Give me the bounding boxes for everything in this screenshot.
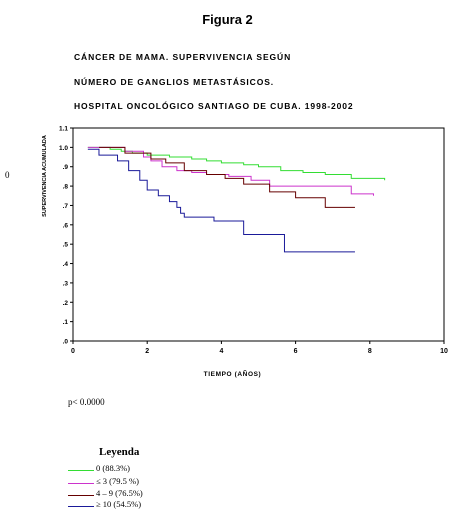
y-tick-label: .7 <box>63 203 69 210</box>
legend-label: ≤ 3 (79.5 %) <box>96 476 139 486</box>
legend-label: 0 (88.3%) <box>96 463 130 473</box>
legend-swatch <box>68 506 94 507</box>
legend-swatch <box>68 495 94 496</box>
y-tick-label: .2 <box>63 300 69 307</box>
legend-swatch <box>68 483 94 484</box>
survival-curve-series <box>87 148 355 253</box>
p-value: p< 0.0000 <box>68 397 105 407</box>
x-tick-label: 2 <box>145 348 149 355</box>
legend-label: ≥ 10 (54.5%) <box>96 499 142 509</box>
x-tick-label: 6 <box>294 348 298 355</box>
y-tick-label: .3 <box>63 280 69 287</box>
legend-title: Leyenda <box>99 446 140 458</box>
x-tick-label: 8 <box>368 348 372 355</box>
plot-frame <box>72 127 445 342</box>
figure-label: Figura 2 <box>202 12 253 27</box>
chart-title-line-3: HOSPITAL ONCOLÓGICO SANTIAGO DE CUBA. 19… <box>74 101 354 111</box>
y-tick-label: .0 <box>63 339 69 346</box>
y-tick-label: .6 <box>63 222 69 229</box>
chart-title-line-1: CÁNCER DE MAMA. SUPERVIVENCIA SEGÚN <box>74 52 292 62</box>
survival-chart: .0 .1 .2 .3 .4 .5 .6 .7 .8 .9 1.0 1.1 0 2 4 6 8 10 TIEMPO … <box>42 126 448 379</box>
legend-label: 4 – 9 (76.5%) <box>96 488 143 498</box>
x-tick-label: 0 <box>71 348 75 355</box>
y-axis-label: SUPERVIVENCIA ACUMULADA <box>42 135 48 217</box>
x-tick-label: 4 <box>219 348 223 355</box>
y-tick-label: .1 <box>63 319 69 326</box>
chart-title-line-2: NÚMERO DE GANGLIOS METASTÁSICOS. <box>74 77 275 87</box>
side-label: 0 <box>5 170 10 180</box>
y-tick-label: 1.1 <box>59 126 68 133</box>
survival-curve-series <box>87 146 375 196</box>
y-tick-label: .9 <box>63 164 69 171</box>
y-tick-label: .5 <box>63 242 69 249</box>
y-tick-label: .8 <box>63 184 69 191</box>
x-axis-label: TIEMPO (AÑOS) <box>204 369 262 378</box>
survival-curve-series <box>98 146 355 208</box>
x-tick-label: 10 <box>440 348 448 355</box>
survival-curve-series <box>87 146 386 181</box>
legend-swatch <box>68 470 94 471</box>
y-tick-label: .4 <box>63 261 69 268</box>
y-tick-label: 1.0 <box>59 145 68 152</box>
